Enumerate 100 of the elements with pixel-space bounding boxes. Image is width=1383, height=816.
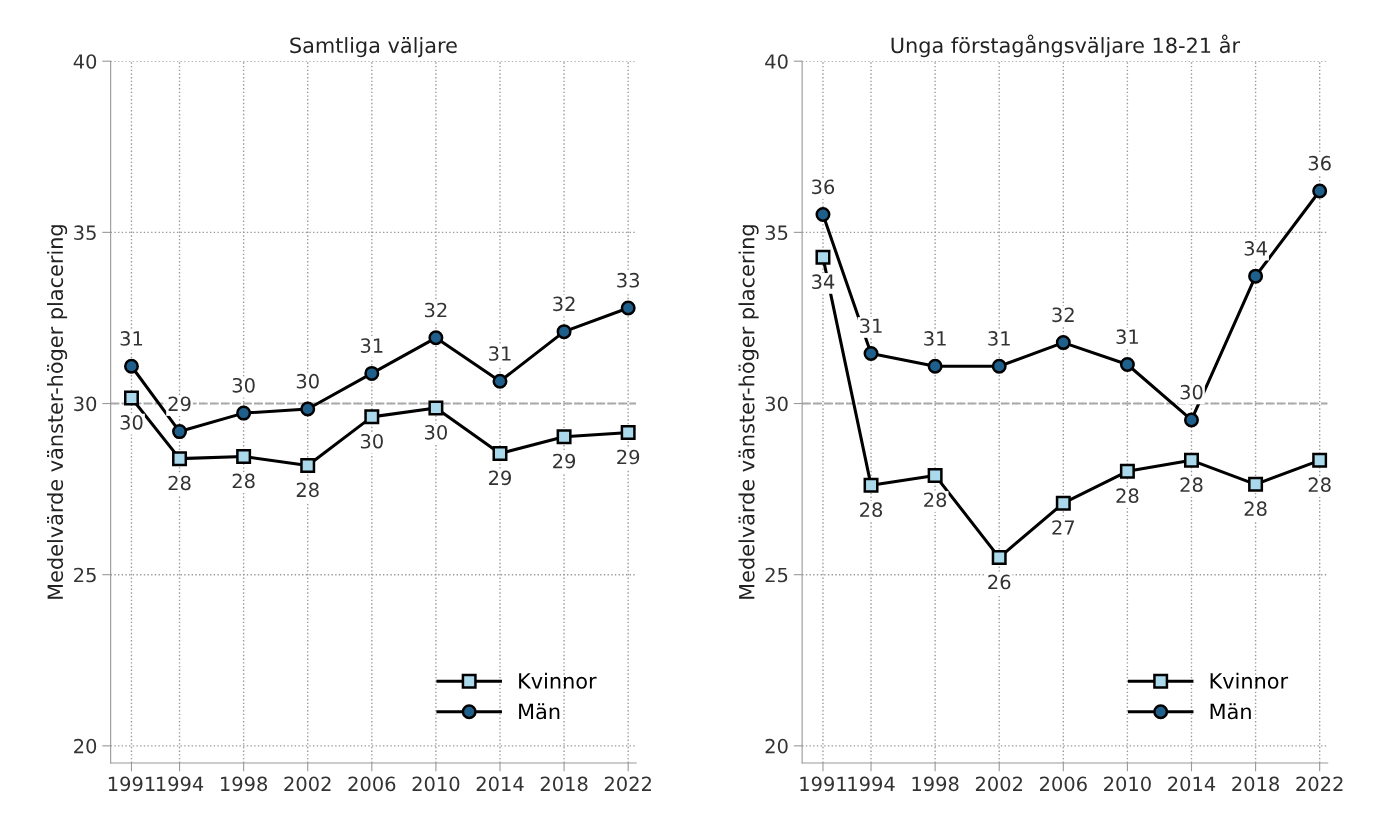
y-tick-label: 25 bbox=[74, 567, 96, 583]
data-label: 30 bbox=[296, 373, 319, 389]
data-label: 30 bbox=[425, 424, 447, 440]
data-label: 28 bbox=[232, 473, 255, 489]
legend-label: Män bbox=[1210, 703, 1251, 720]
y-tick-label: 25 bbox=[765, 567, 788, 583]
x-tick-label: 2018 bbox=[1232, 776, 1279, 792]
point bbox=[1312, 183, 1328, 199]
y-axis-title: Medelvärde vänster-höger placering bbox=[738, 225, 759, 599]
x-tick-label: 2002 bbox=[975, 776, 1023, 792]
data-label: 31 bbox=[360, 338, 383, 353]
y-tick-label: 40 bbox=[765, 54, 788, 69]
point bbox=[927, 358, 943, 374]
x-tick-label: 2014 bbox=[1168, 776, 1216, 792]
x-tick-label: 1994 bbox=[848, 776, 895, 792]
point bbox=[1248, 268, 1264, 284]
data-label: 31 bbox=[489, 346, 511, 361]
x-tick-label: 1991 bbox=[800, 776, 846, 792]
x-tick-label: 1994 bbox=[156, 776, 204, 792]
data-label: 30 bbox=[360, 433, 383, 449]
data-label: 31 bbox=[860, 318, 882, 334]
point bbox=[364, 409, 380, 425]
data-label: 30 bbox=[120, 415, 143, 430]
y-tick-label: 20 bbox=[74, 738, 97, 754]
point bbox=[620, 425, 636, 441]
data-label: 33 bbox=[617, 272, 639, 288]
y-tick-label: 35 bbox=[765, 225, 788, 241]
y-tick-label: 35 bbox=[74, 225, 96, 241]
point bbox=[300, 457, 316, 473]
data-label: 32 bbox=[1052, 307, 1074, 323]
point bbox=[815, 207, 831, 223]
point bbox=[1183, 452, 1199, 468]
x-tick-label: 2006 bbox=[1039, 776, 1087, 792]
data-label: 30 bbox=[1180, 384, 1203, 400]
data-label: 29 bbox=[553, 453, 576, 469]
legend-label: Kvinnor bbox=[519, 672, 597, 689]
data-label: 30 bbox=[232, 377, 255, 393]
point bbox=[123, 390, 139, 406]
point bbox=[991, 550, 1007, 566]
point bbox=[236, 405, 252, 421]
data-label: 34 bbox=[812, 274, 835, 290]
x-tick-label: 1998 bbox=[912, 776, 959, 792]
point bbox=[1055, 495, 1071, 511]
point bbox=[815, 249, 831, 265]
point bbox=[492, 446, 508, 461]
data-label: 28 bbox=[924, 492, 947, 508]
y-axis-title: Medelvärde vänster-höger placering bbox=[46, 225, 68, 599]
point bbox=[1119, 463, 1135, 479]
data-label: 28 bbox=[168, 475, 191, 491]
data-label: 34 bbox=[1244, 241, 1267, 256]
x-tick-label: 1998 bbox=[221, 776, 268, 792]
point bbox=[556, 324, 572, 340]
point bbox=[492, 373, 508, 389]
x-tick-label: 2014 bbox=[476, 776, 524, 792]
point bbox=[863, 477, 879, 493]
point bbox=[556, 429, 572, 445]
data-label: 29 bbox=[168, 396, 191, 412]
data-label: 31 bbox=[988, 331, 1010, 346]
y-tick-label: 20 bbox=[765, 738, 788, 754]
x-tick-label: 2022 bbox=[1296, 776, 1343, 792]
data-label: 28 bbox=[1180, 477, 1203, 493]
y-tick-label: 30 bbox=[765, 396, 788, 412]
point bbox=[300, 401, 316, 417]
x-tick-label: 2022 bbox=[604, 776, 651, 792]
point bbox=[428, 400, 444, 416]
point bbox=[236, 449, 252, 465]
point bbox=[428, 330, 444, 346]
data-label: 28 bbox=[860, 502, 883, 518]
x-tick-label: 2006 bbox=[348, 776, 396, 792]
data-label: 31 bbox=[120, 331, 143, 346]
data-label: 29 bbox=[489, 470, 511, 486]
data-label: 29 bbox=[617, 449, 640, 465]
chart-title: Samtliga väljare bbox=[290, 37, 457, 58]
legend-label: Kvinnor bbox=[1210, 672, 1289, 689]
data-label: 28 bbox=[1116, 488, 1139, 504]
data-label: 32 bbox=[553, 296, 575, 312]
point bbox=[172, 451, 188, 467]
point bbox=[1183, 412, 1199, 428]
point bbox=[123, 358, 139, 374]
x-tick-label: 1991 bbox=[108, 776, 155, 792]
data-label: 36 bbox=[812, 179, 835, 195]
x-tick-label: 2018 bbox=[540, 776, 588, 792]
y-tick-label: 30 bbox=[74, 396, 97, 412]
y-tick-label: 40 bbox=[73, 54, 97, 69]
point bbox=[1248, 476, 1264, 492]
point bbox=[927, 467, 943, 483]
x-tick-label: 2002 bbox=[284, 776, 331, 792]
data-label: 26 bbox=[988, 574, 1011, 590]
point bbox=[620, 300, 636, 316]
point bbox=[1312, 452, 1328, 468]
data-label: 28 bbox=[296, 482, 319, 498]
data-label: 27 bbox=[1052, 520, 1075, 535]
point bbox=[172, 424, 188, 440]
point bbox=[991, 358, 1007, 374]
point bbox=[1055, 335, 1071, 351]
data-label: 32 bbox=[425, 302, 447, 318]
x-tick-label: 2010 bbox=[412, 776, 460, 792]
chart-title: Unga förstagångsväljare 18-21 år bbox=[891, 34, 1241, 58]
data-label: 31 bbox=[1116, 329, 1138, 345]
data-label: 36 bbox=[1308, 155, 1331, 171]
